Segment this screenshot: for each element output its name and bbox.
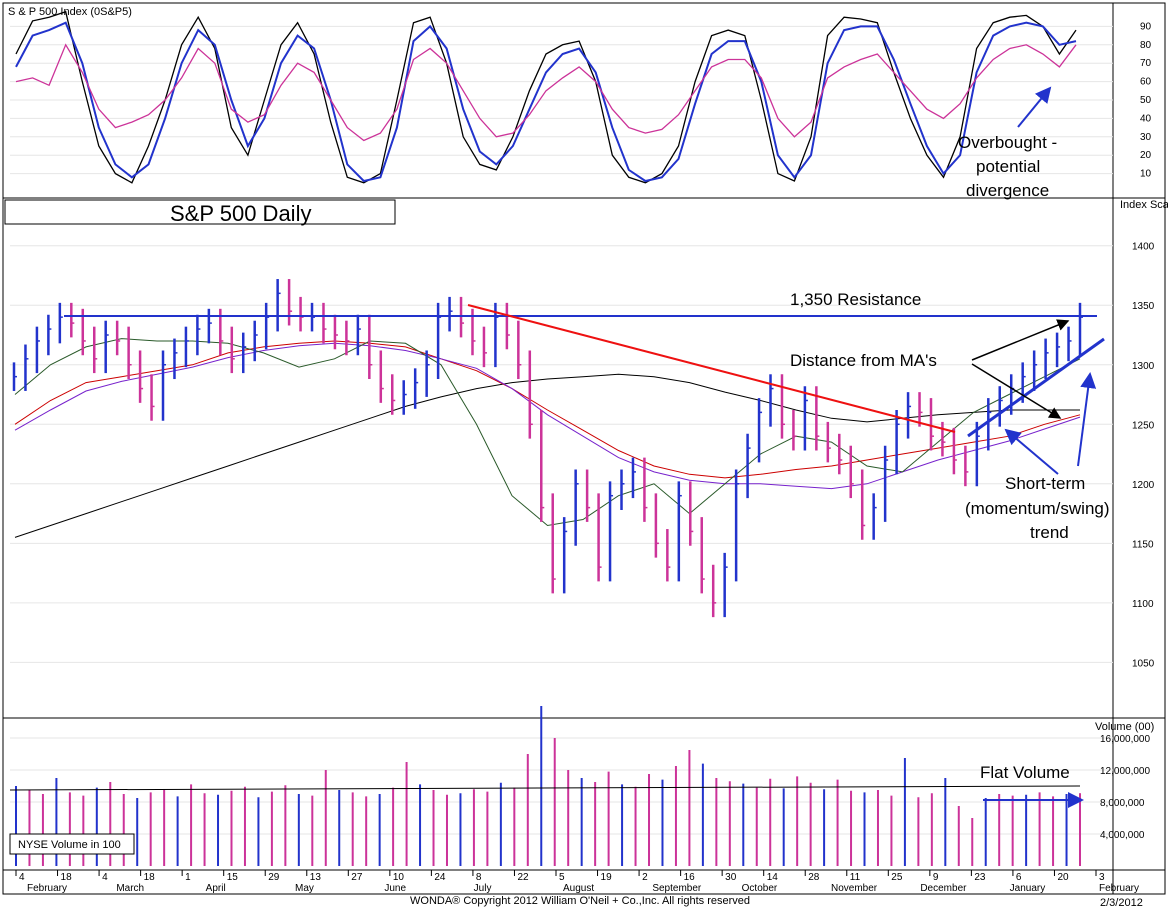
stoch-tick-label: 90 bbox=[1140, 21, 1152, 32]
x-day-label: 9 bbox=[933, 872, 939, 883]
x-month-label: May bbox=[295, 883, 314, 894]
overbought-annotation-1: Overbought - bbox=[958, 133, 1057, 152]
x-day-label: 18 bbox=[144, 872, 156, 883]
short-term-annotation-3: trend bbox=[1030, 523, 1069, 542]
stoch-tick-label: 40 bbox=[1140, 113, 1152, 124]
x-day-label: 19 bbox=[601, 872, 613, 883]
x-day-label: 25 bbox=[891, 872, 903, 883]
x-month-label: August bbox=[563, 883, 594, 894]
x-day-label: 16 bbox=[684, 872, 696, 883]
x-day-label: 3 bbox=[1099, 872, 1105, 883]
stoch-series-0 bbox=[15, 10, 1077, 184]
x-day-label: 30 bbox=[725, 872, 737, 883]
x-month-label: December bbox=[920, 883, 967, 894]
x-day-label: 15 bbox=[227, 872, 239, 883]
x-month-label: October bbox=[742, 883, 778, 894]
x-month-label: March bbox=[116, 883, 144, 894]
stoch-tick-label: 20 bbox=[1140, 150, 1152, 161]
moving-average-MA4 bbox=[14, 338, 1081, 527]
price-tick-label: 1250 bbox=[1132, 420, 1155, 431]
x-month-label: June bbox=[384, 883, 406, 894]
tick-labels: 1020304050607080901050110011501200125013… bbox=[15, 21, 1155, 894]
price-tick-label: 1050 bbox=[1132, 658, 1155, 669]
arrow-distance-1 bbox=[971, 319, 1070, 361]
x-day-label: 20 bbox=[1057, 872, 1069, 883]
x-day-label: 10 bbox=[393, 872, 405, 883]
stoch-tick-label: 30 bbox=[1140, 132, 1152, 143]
x-day-label: 14 bbox=[767, 872, 779, 883]
x-month-label: November bbox=[831, 883, 878, 894]
volume-average-line bbox=[9, 785, 1081, 791]
x-day-label: 27 bbox=[351, 872, 363, 883]
x-day-label: 11 bbox=[850, 872, 861, 883]
x-day-label: 1 bbox=[185, 872, 191, 883]
short-term-annotation-1: Short-term bbox=[1005, 474, 1085, 493]
arrow-distance-2 bbox=[971, 363, 1062, 419]
copyright: WONDA® Copyright 2012 William O'Neil + C… bbox=[410, 895, 750, 907]
overbought-annotation-3: divergence bbox=[966, 181, 1049, 200]
arrow-trend-1 bbox=[1004, 428, 1059, 475]
volume-tick-label: 16,000,000 bbox=[1100, 734, 1150, 745]
stoch-tick-label: 10 bbox=[1140, 169, 1152, 180]
price-title: S&P 500 Daily bbox=[170, 201, 311, 226]
gridlines bbox=[10, 25, 1113, 835]
price-tick-label: 1300 bbox=[1132, 361, 1155, 372]
arrow-overbought bbox=[1017, 86, 1052, 128]
downtrend-line bbox=[467, 304, 956, 433]
price-tick-label: 1200 bbox=[1132, 480, 1155, 491]
volume-bars bbox=[9, 706, 1081, 866]
x-day-label: 4 bbox=[102, 872, 108, 883]
volume-tick-label: 8,000,000 bbox=[1100, 798, 1145, 809]
x-day-label: 6 bbox=[1016, 872, 1022, 883]
price-tick-label: 1100 bbox=[1132, 599, 1154, 610]
price-panel bbox=[2, 197, 1166, 719]
x-month-label: July bbox=[474, 883, 492, 894]
x-day-label: 28 bbox=[808, 872, 820, 883]
moving-average-MA2 bbox=[14, 340, 1081, 479]
x-day-label: 23 bbox=[974, 872, 986, 883]
x-day-label: 13 bbox=[310, 872, 322, 883]
stochastic-lines bbox=[15, 10, 1077, 184]
arrow-trend-2 bbox=[1077, 372, 1097, 467]
resistance-annotation: 1,350 Resistance bbox=[790, 290, 921, 309]
x-month-label: January bbox=[1010, 883, 1046, 894]
overbought-annotation-2: potential bbox=[976, 157, 1040, 176]
stoch-series-2 bbox=[15, 43, 1077, 142]
price-tick-label: 1350 bbox=[1132, 301, 1155, 312]
short-term-annotation-2: (momentum/swing) bbox=[965, 499, 1110, 518]
x-month-label: February bbox=[1099, 883, 1139, 894]
x-day-label: 24 bbox=[434, 872, 446, 883]
volume-axis-label: Volume (00) bbox=[1095, 721, 1154, 733]
x-month-label: September bbox=[652, 883, 702, 894]
stoch-tick-label: 70 bbox=[1140, 58, 1152, 69]
x-day-label: 8 bbox=[476, 872, 482, 883]
chart-date: 2/3/2012 bbox=[1100, 897, 1143, 908]
x-day-label: 5 bbox=[559, 872, 565, 883]
x-day-label: 18 bbox=[61, 872, 73, 883]
volume-tick-label: 4,000,000 bbox=[1100, 830, 1145, 841]
x-day-label: 22 bbox=[517, 872, 529, 883]
index-scale-label: Index Scale bbox=[1120, 199, 1168, 211]
distance-ma-annotation: Distance from MA's bbox=[790, 351, 937, 370]
stochastic-title: S & P 500 Index (0S&P5) bbox=[8, 6, 132, 18]
x-month-label: February bbox=[27, 883, 67, 894]
volume-tick-label: 12,000,000 bbox=[1100, 766, 1150, 777]
flat-volume-annotation: Flat Volume bbox=[980, 763, 1070, 782]
price-tick-label: 1400 bbox=[1132, 242, 1155, 253]
stoch-tick-label: 60 bbox=[1140, 77, 1152, 88]
volume-legend: NYSE Volume in 100 bbox=[18, 839, 121, 851]
stoch-tick-label: 80 bbox=[1140, 40, 1152, 51]
x-month-label: April bbox=[206, 883, 226, 894]
short-term-trendline bbox=[967, 337, 1105, 438]
stoch-tick-label: 50 bbox=[1140, 95, 1152, 106]
x-day-label: 4 bbox=[19, 872, 25, 883]
stoch-series-1 bbox=[15, 21, 1077, 183]
x-day-label: 29 bbox=[268, 872, 280, 883]
price-tick-label: 1150 bbox=[1132, 539, 1154, 550]
x-day-label: 2 bbox=[642, 872, 648, 883]
